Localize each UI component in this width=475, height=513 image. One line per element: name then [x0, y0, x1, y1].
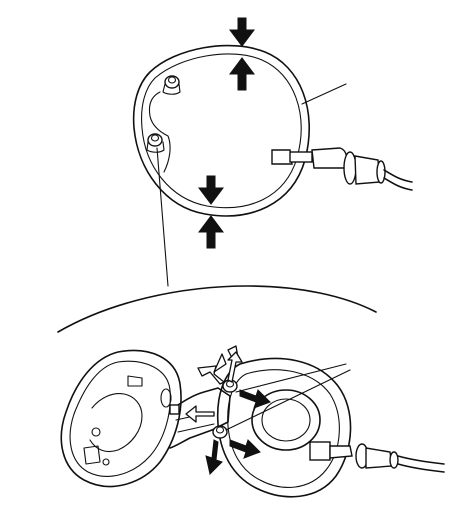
bolt-leader-line-lower: [225, 369, 351, 431]
bolt-leader-line-upper: [235, 363, 347, 393]
recess-left-inner: [69, 360, 171, 477]
release-direction-arrows: [205, 389, 271, 475]
lid-outer-rim: [132, 44, 310, 217]
lid-lower-clamp-arrows: [198, 175, 224, 249]
recess-right-inner: [227, 369, 340, 488]
removal-direction-arrows: [185, 345, 243, 423]
body-panel-curve: [57, 285, 377, 333]
recess-lower-bolt: [212, 425, 228, 439]
left-hinge-arm: [89, 393, 143, 453]
lid-upper-bolt: [162, 75, 181, 95]
lid-inner-rim: [141, 53, 302, 209]
recess-left-outer: [60, 349, 182, 488]
lid-lower-bolt: [146, 133, 165, 153]
detail-leader-line: [156, 147, 169, 287]
recess-opener-cable: [309, 441, 445, 473]
lid-opener-cable: [271, 147, 413, 191]
filler-recess-assembly: [60, 345, 445, 498]
lid-hinge-bracket: [148, 91, 171, 173]
recess-upper-bolt: [222, 379, 238, 393]
lid-upper-clamp-arrows: [229, 17, 255, 91]
filler-neck: [251, 389, 321, 451]
lid-rim-leader-line: [301, 83, 347, 105]
recess-right-outer: [216, 357, 352, 498]
recess-center-bridge: [169, 387, 231, 449]
fuel-lid-detail: [132, 17, 413, 287]
